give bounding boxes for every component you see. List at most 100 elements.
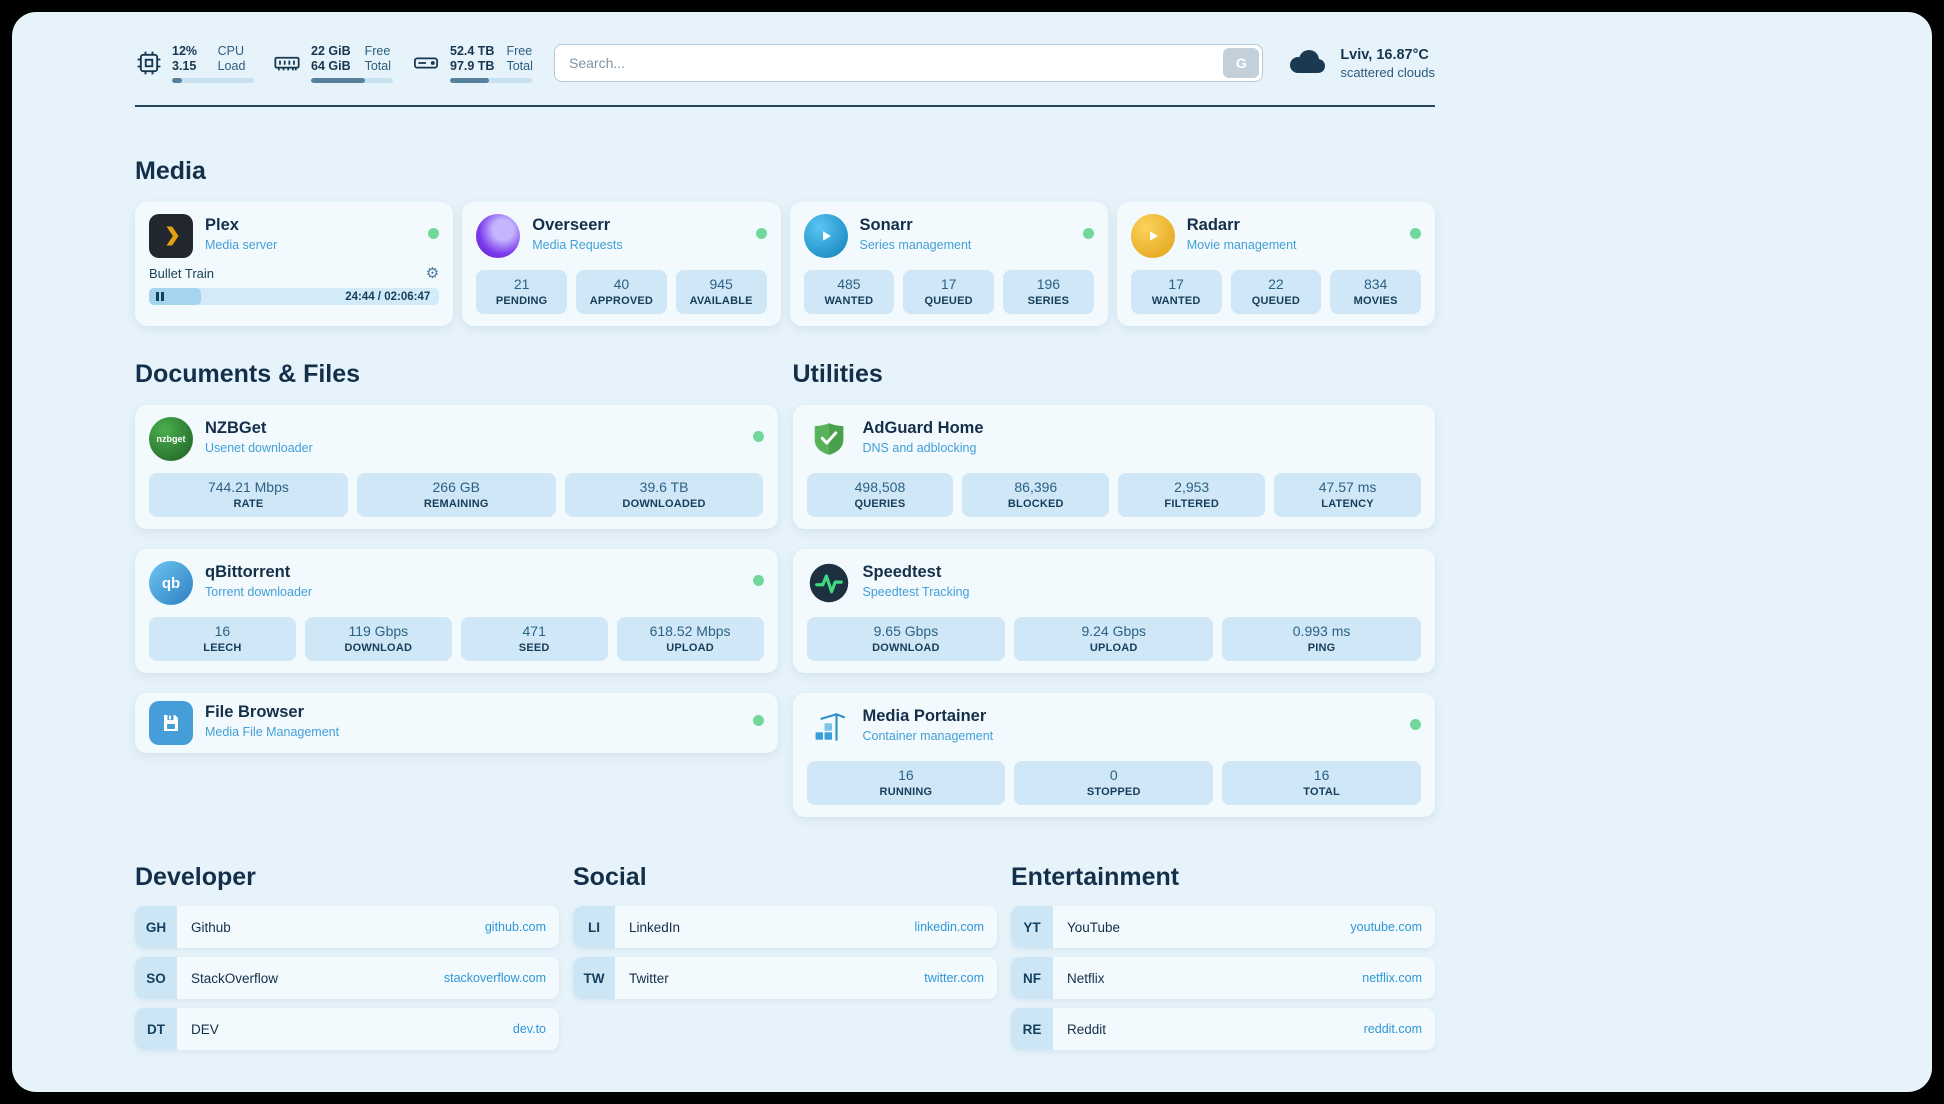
app-card-plex: Plex Media server Bullet Train ⚙ 24:44 /… xyxy=(135,202,454,326)
filebrowser-icon[interactable] xyxy=(149,701,193,745)
search-input[interactable] xyxy=(554,44,1264,82)
stat-tile-running: 16 RUNNING xyxy=(806,761,1006,805)
github-icon: GH xyxy=(135,906,177,948)
status-dot-radarr xyxy=(1410,228,1421,239)
app-subtitle-qbittorrent: Torrent downloader xyxy=(205,585,313,599)
disk-free-value: 52.4 TB xyxy=(450,43,495,58)
stackoverflow-icon: SO xyxy=(135,957,177,999)
app-name-qbittorrent[interactable]: qBittorrent xyxy=(205,563,291,581)
stat-tile-blocked: 86,396 BLOCKED xyxy=(962,473,1110,517)
app-card-overseerr: Overseerr Media Requests 21 PENDING 40 A… xyxy=(462,202,781,326)
app-subtitle-overseerr: Media Requests xyxy=(532,238,623,252)
topbar-divider xyxy=(135,105,1435,107)
stat-tile-latency: 47.57 ms LATENCY xyxy=(1274,473,1421,517)
adguard-icon[interactable] xyxy=(807,417,851,461)
search-engine-button[interactable]: G xyxy=(1223,48,1260,78)
reddit-icon: RE xyxy=(1011,1008,1053,1050)
portainer-icon[interactable] xyxy=(807,705,851,749)
cpu-progress-bar xyxy=(172,77,254,83)
ram-progress-bar xyxy=(311,77,393,83)
app-card-portainer: Media Portainer Container management 16 … xyxy=(792,693,1435,817)
cpu-load-value: 3.15 xyxy=(172,58,197,73)
app-name-filebrowser[interactable]: File Browser xyxy=(205,703,305,721)
stat-tile-filtered: 2,953 FILTERED xyxy=(1118,473,1266,517)
disk-total-value: 97.9 TB xyxy=(450,58,495,73)
disk-free-label: Free xyxy=(506,43,533,58)
disk-icon xyxy=(411,49,441,77)
linkedin-icon: LI xyxy=(573,906,615,948)
bookmark-netflix[interactable]: NF Netflix netflix.com xyxy=(1011,957,1435,999)
stat-tile-remaining: 266 GB REMAINING xyxy=(356,473,556,517)
system-stats: 12% CPU 3.15 Load xyxy=(135,43,533,83)
section-title-developer: Developer xyxy=(135,863,256,891)
status-dot-qbittorrent xyxy=(752,575,764,586)
stat-tile-queued: 22 QUEUED xyxy=(1230,270,1322,314)
app-name-speedtest[interactable]: Speedtest xyxy=(862,563,942,581)
app-card-speedtest: Speedtest Speedtest Tracking 9.65 Gbps D… xyxy=(792,549,1435,673)
app-name-adguard[interactable]: AdGuard Home xyxy=(862,419,984,437)
app-card-sonarr: Sonarr Series management 485 WANTED 17 Q… xyxy=(789,202,1108,326)
ram-free-label: Free xyxy=(364,43,391,58)
app-subtitle-adguard: DNS and adblocking xyxy=(862,441,977,455)
app-name-overseerr[interactable]: Overseerr xyxy=(532,216,611,234)
pause-icon[interactable] xyxy=(156,292,164,301)
nzbget-icon[interactable]: nzbget xyxy=(149,417,193,461)
weather-location: Lviv, 16.87°C xyxy=(1340,46,1429,63)
app-card-nzbget: nzbget NZBGet Usenet downloader 744.21 M… xyxy=(135,405,778,529)
bookmark-youtube[interactable]: YT YouTube youtube.com xyxy=(1011,906,1435,948)
app-name-radarr[interactable]: Radarr xyxy=(1186,216,1240,234)
app-name-sonarr[interactable]: Sonarr xyxy=(859,216,913,234)
stat-tile-seed: 471 SEED xyxy=(460,617,608,661)
disk-progress-bar xyxy=(450,77,532,83)
app-name-portainer[interactable]: Media Portainer xyxy=(862,707,987,725)
section-title-entertainment: Entertainment xyxy=(1011,863,1180,891)
ram-icon xyxy=(272,49,302,77)
app-subtitle-portainer: Container management xyxy=(862,729,994,743)
bookmark-github[interactable]: GH Github github.com xyxy=(135,906,559,948)
ram-stat-widget: 22 GiB Free 64 GiB Total xyxy=(272,44,393,83)
app-card-filebrowser: File Browser Media File Management xyxy=(135,693,778,753)
bookmark-linkedin[interactable]: LI LinkedIn linkedin.com xyxy=(573,906,997,948)
cpu-load-label: Load xyxy=(217,58,246,73)
app-card-qbittorrent: qb qBittorrent Torrent downloader 16 xyxy=(135,549,778,673)
bookmark-dev[interactable]: DT DEV dev.to xyxy=(135,1008,559,1050)
speedtest-icon[interactable] xyxy=(807,561,851,605)
app-name-nzbget[interactable]: NZBGet xyxy=(205,419,267,437)
app-subtitle-speedtest: Speedtest Tracking xyxy=(862,585,970,599)
stat-tile-available: 945 AVAILABLE xyxy=(675,270,767,314)
section-title-social: Social xyxy=(573,863,647,891)
section-title-documents: Documents & Files xyxy=(135,360,361,388)
radarr-icon[interactable] xyxy=(1130,214,1175,258)
cpu-usage-label: CPU xyxy=(217,43,245,58)
bookmark-reddit[interactable]: RE Reddit reddit.com xyxy=(1011,1008,1435,1050)
app-subtitle-radarr: Movie management xyxy=(1186,238,1297,252)
netflix-icon: NF xyxy=(1011,957,1053,999)
stat-tile-approved: 40 APPROVED xyxy=(576,270,667,314)
plex-icon[interactable] xyxy=(149,214,193,258)
dev-icon: DT xyxy=(135,1008,177,1050)
app-name-plex[interactable]: Plex xyxy=(205,216,239,234)
cpu-icon xyxy=(135,49,163,77)
status-dot-sonarr xyxy=(1082,228,1094,239)
app-subtitle-filebrowser: Media File Management xyxy=(205,725,340,739)
weather-condition: scattered clouds xyxy=(1340,64,1435,80)
twitter-icon: TW xyxy=(573,957,615,999)
stat-tile-series: 196 SERIES xyxy=(1003,270,1094,314)
stat-tile-stopped: 0 STOPPED xyxy=(1014,761,1214,805)
bookmark-twitter[interactable]: TW Twitter twitter.com xyxy=(573,957,997,999)
stat-tile-leech: 16 LEECH xyxy=(149,617,296,661)
settings-gear-icon[interactable]: ⚙ xyxy=(425,265,440,282)
playback-progress-bar: 24:44 / 02:06:47 xyxy=(149,288,440,305)
overseerr-icon[interactable] xyxy=(476,214,521,258)
weather-widget: Lviv, 16.87°C scattered clouds xyxy=(1285,46,1435,81)
status-dot-nzbget xyxy=(752,431,764,442)
qbittorrent-icon[interactable]: qb xyxy=(149,561,193,605)
sonarr-icon[interactable] xyxy=(803,214,848,258)
stat-tile-rate: 744.21 Mbps RATE xyxy=(149,473,348,517)
stat-tile-pending: 21 PENDING xyxy=(476,270,567,314)
cpu-stat-widget: 12% CPU 3.15 Load xyxy=(135,44,254,83)
bookmark-stackoverflow[interactable]: SO StackOverflow stackoverflow.com xyxy=(135,957,559,999)
app-card-radarr: Radarr Movie management 17 WANTED 22 QUE… xyxy=(1116,202,1435,326)
stat-tile-upload: 618.52 Mbps UPLOAD xyxy=(616,617,764,661)
app-card-adguard: AdGuard Home DNS and adblocking 498,508 … xyxy=(792,405,1435,529)
